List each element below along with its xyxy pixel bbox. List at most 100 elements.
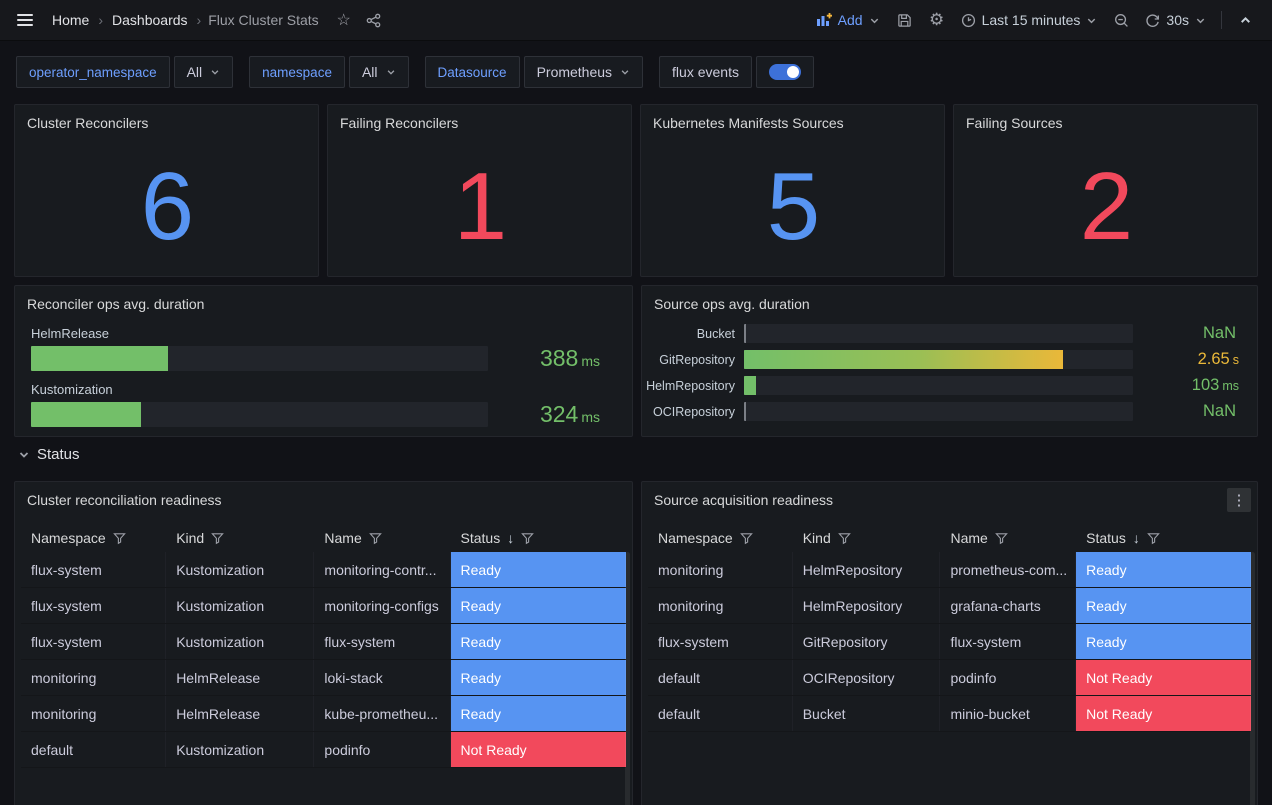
table-row: flux-system Kustomization monitoring-con… xyxy=(21,552,626,588)
column-header-status[interactable]: Status ↓ xyxy=(1076,530,1251,546)
chevron-down-icon xyxy=(1195,15,1206,26)
column-header-kind[interactable]: Kind xyxy=(793,530,941,546)
cell-kind: HelmRepository xyxy=(793,588,941,623)
save-icon xyxy=(897,13,912,28)
bar-gauge-track xyxy=(744,376,1133,395)
favorite-star-button[interactable]: ☆ xyxy=(329,5,359,35)
cell-namespace: default xyxy=(648,660,793,695)
column-header-namespace[interactable]: Namespace xyxy=(21,530,166,546)
cell-kind: Kustomization xyxy=(166,552,315,587)
column-header-namespace[interactable]: Namespace xyxy=(648,530,793,546)
zoom-out-time-button[interactable] xyxy=(1106,5,1136,35)
variable-operator-namespace-select[interactable]: All xyxy=(173,56,234,88)
collapse-topbar-button[interactable] xyxy=(1230,5,1260,35)
panel-title[interactable]: Source ops avg. duration xyxy=(654,296,810,312)
cell-namespace: flux-system xyxy=(21,624,167,659)
filter-icon[interactable] xyxy=(994,532,1008,545)
cell-namespace: monitoring xyxy=(21,660,167,695)
filter-icon[interactable] xyxy=(1146,532,1160,545)
filter-icon[interactable] xyxy=(211,532,225,545)
refresh-button[interactable]: 30s xyxy=(1138,5,1213,35)
cell-name: podinfo xyxy=(940,660,1077,695)
refresh-icon xyxy=(1145,13,1160,28)
chevron-right-icon: › xyxy=(98,12,104,28)
cell-namespace: default xyxy=(648,696,793,731)
save-dashboard-button[interactable] xyxy=(890,5,920,35)
star-icon: ☆ xyxy=(336,12,351,29)
dashboard-settings-button[interactable]: ⚙ xyxy=(922,5,952,35)
cell-kind: GitRepository xyxy=(793,624,941,659)
share-button[interactable] xyxy=(359,5,389,35)
toolbar-divider xyxy=(1221,11,1222,29)
source-readiness-table: Namespace Kind Name Status ↓ monitoring … xyxy=(648,524,1251,732)
flux-events-control: flux events xyxy=(659,56,814,88)
variable-datasource-select[interactable]: Prometheus xyxy=(523,56,644,88)
chevron-right-icon: › xyxy=(196,12,202,28)
cell-kind: Kustomization xyxy=(166,732,315,767)
filter-icon[interactable] xyxy=(521,532,535,545)
time-range-picker[interactable]: Last 15 minutes xyxy=(954,5,1105,35)
filter-icon[interactable] xyxy=(112,532,126,545)
panel-title[interactable]: Cluster Reconcilers xyxy=(27,115,149,131)
panel-menu-button[interactable]: ⋮ xyxy=(1227,488,1251,512)
variable-namespace-value: All xyxy=(361,64,378,80)
stat-value: 1 xyxy=(453,152,507,260)
flux-events-toggle[interactable] xyxy=(755,56,814,88)
variable-operator-namespace-label: operator_namespace xyxy=(16,56,170,88)
row-status-label: Status xyxy=(37,446,80,463)
bar-gauge-value: 388 ms xyxy=(539,345,600,371)
bar-gauge-zero-marker xyxy=(744,402,746,421)
variable-namespace-select[interactable]: All xyxy=(348,56,409,88)
column-header-name[interactable]: Name xyxy=(314,530,450,546)
variable-operator-namespace: operator_namespace All xyxy=(16,56,234,88)
bar-gauge-zero-marker xyxy=(744,324,746,343)
panel-title[interactable]: Kubernetes Manifests Sources xyxy=(653,115,844,131)
chevron-down-icon xyxy=(386,67,396,77)
stat-value: 6 xyxy=(140,152,194,260)
row-status-collapse[interactable]: Status xyxy=(18,446,80,463)
panel-title[interactable]: Source acquisition readiness xyxy=(654,492,833,508)
breadcrumb-dashboards[interactable]: Dashboards xyxy=(112,12,188,28)
table-row: default Bucket minio-bucket Not Ready xyxy=(648,696,1251,732)
cell-status: Ready xyxy=(450,696,626,731)
table-header-row: Namespace Kind Name Status ↓ xyxy=(648,524,1251,552)
cell-status: Ready xyxy=(1076,552,1251,587)
cell-kind: Bucket xyxy=(793,696,941,731)
cell-namespace: flux-system xyxy=(21,552,167,587)
filter-icon[interactable] xyxy=(739,532,753,545)
bar-gauge-fill xyxy=(31,402,141,427)
table-scrollbar[interactable] xyxy=(1250,552,1255,805)
kebab-menu-icon: ⋮ xyxy=(1231,492,1247,509)
column-header-kind[interactable]: Kind xyxy=(166,530,314,546)
cell-status: Not Ready xyxy=(1076,696,1251,731)
table-row: monitoring HelmRelease loki-stack Ready xyxy=(21,660,626,696)
dashboard-controls: operator_namespace All namespace All Dat… xyxy=(16,56,814,88)
filter-icon[interactable] xyxy=(837,532,851,545)
cell-status: Ready xyxy=(450,660,626,695)
panel-title[interactable]: Reconciler ops avg. duration xyxy=(27,296,205,312)
cell-name: monitoring-contr... xyxy=(314,552,451,587)
panel-cluster-reconcilers: Cluster Reconcilers 6 xyxy=(14,104,319,277)
filter-icon[interactable] xyxy=(368,532,382,545)
cell-name: grafana-charts xyxy=(940,588,1077,623)
chevron-up-icon xyxy=(1239,14,1252,27)
table-header-row: Namespace Kind Name Status ↓ xyxy=(21,524,626,552)
panel-title[interactable]: Failing Sources xyxy=(966,115,1063,131)
column-header-name[interactable]: Name xyxy=(940,530,1076,546)
breadcrumb-home[interactable]: Home xyxy=(52,12,90,28)
bar-gauge-value: NaN xyxy=(1202,324,1236,342)
cell-kind: HelmRelease xyxy=(166,696,315,731)
panel-source-ops-avg-duration: Source ops avg. duration Bucket NaN GitR… xyxy=(641,285,1258,437)
add-panel-button[interactable]: Add xyxy=(808,5,888,35)
bar-gauge-track xyxy=(744,324,1133,343)
bar-gauge-track xyxy=(744,402,1133,421)
cell-status: Not Ready xyxy=(1076,660,1251,695)
menu-toggle-button[interactable] xyxy=(10,5,40,35)
column-header-status[interactable]: Status ↓ xyxy=(451,530,626,546)
sort-descending-icon: ↓ xyxy=(1132,530,1140,546)
table-row: flux-system Kustomization flux-system Re… xyxy=(21,624,626,660)
panel-title[interactable]: Failing Reconcilers xyxy=(340,115,459,131)
panel-title[interactable]: Cluster reconciliation readiness xyxy=(27,492,222,508)
table-scrollbar[interactable] xyxy=(625,552,630,805)
cell-namespace: monitoring xyxy=(21,696,167,731)
